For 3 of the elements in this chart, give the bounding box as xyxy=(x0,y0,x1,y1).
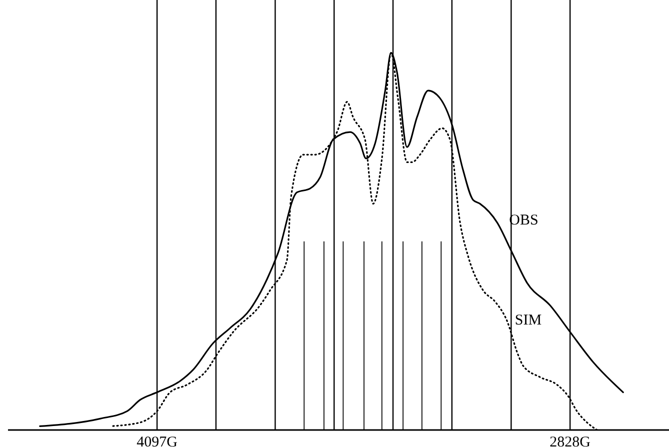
series-label: SIM xyxy=(514,312,542,329)
x-tick-label: 4097G xyxy=(136,434,178,448)
x-tick-label: 2828G xyxy=(550,434,591,448)
